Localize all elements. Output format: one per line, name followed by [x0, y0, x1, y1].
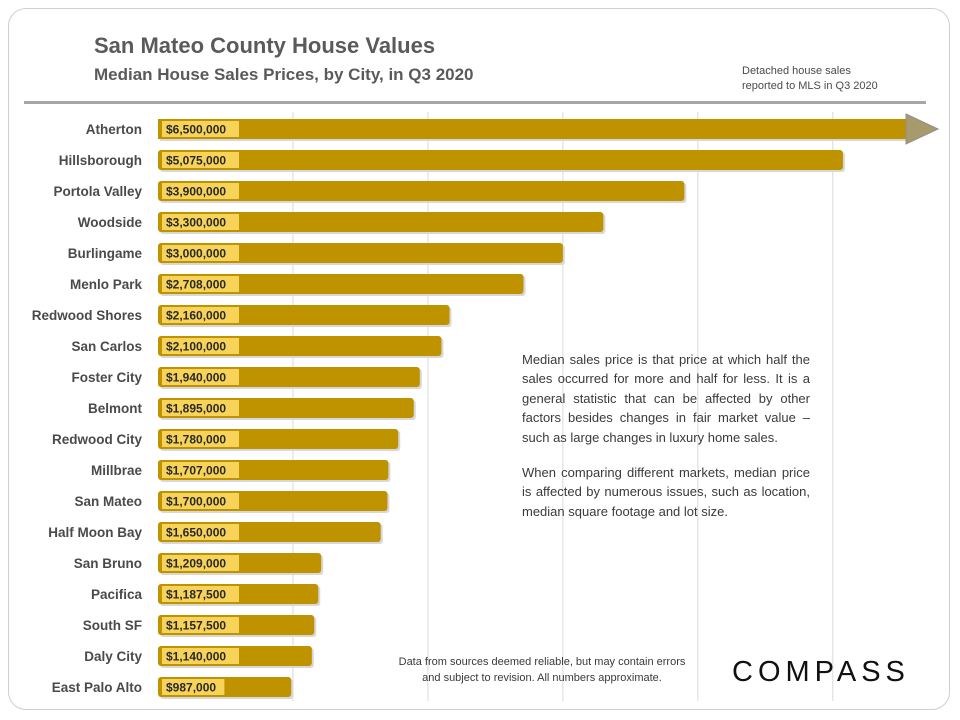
value-label-box — [162, 245, 239, 261]
category-label: Pacifica — [91, 587, 143, 602]
value-label: $2,160,000 — [166, 309, 226, 323]
bar — [158, 274, 524, 294]
disclaimer: Data from sources deemed reliable, but m… — [360, 654, 724, 686]
category-label: Hillsborough — [59, 153, 142, 168]
value-label-box — [162, 152, 239, 168]
category-label: Menlo Park — [70, 277, 143, 292]
annotation-paragraph-2: When comparing different markets, median… — [522, 465, 810, 519]
bar — [158, 212, 604, 232]
source-note-line-2: reported to MLS in Q3 2020 — [742, 80, 878, 92]
value-label-box — [162, 183, 239, 199]
bar — [158, 243, 563, 263]
value-label: $5,075,000 — [166, 154, 226, 168]
value-label: $6,500,000 — [166, 123, 226, 137]
value-label-box — [162, 617, 239, 633]
value-label: $1,707,000 — [166, 464, 226, 478]
value-label: $2,100,000 — [166, 340, 226, 354]
category-label: San Carlos — [71, 339, 142, 354]
source-note: Detached house sales reported to MLS in … — [742, 64, 912, 94]
value-label: $1,895,000 — [166, 402, 226, 416]
disclaimer-line-1: Data from sources deemed reliable, but m… — [398, 656, 686, 668]
category-label: San Mateo — [74, 494, 142, 509]
chart-subtitle: Median House Sales Prices, by City, in Q… — [94, 65, 474, 84]
category-label: Half Moon Bay — [48, 525, 142, 540]
disclaimer-line-2: and subject to revision. All numbers app… — [422, 672, 662, 684]
annotation-box: Median sales price is that price at whic… — [522, 350, 810, 537]
value-label-box — [162, 431, 239, 447]
value-label-box — [162, 214, 239, 230]
value-label-box — [162, 369, 239, 385]
category-label: Burlingame — [68, 246, 143, 261]
value-label: $1,209,000 — [166, 557, 226, 571]
value-label-box — [162, 276, 239, 292]
bar — [158, 181, 685, 201]
value-label-box — [162, 679, 225, 695]
value-label-box — [162, 648, 239, 664]
category-label: Redwood Shores — [32, 308, 142, 323]
value-label-box — [162, 586, 239, 602]
category-label: Atherton — [86, 122, 142, 137]
annotation-paragraph-1: Median sales price is that price at whic… — [522, 352, 810, 445]
value-label-box — [162, 307, 239, 323]
value-label: $1,940,000 — [166, 371, 226, 385]
value-label-box — [162, 524, 239, 540]
category-label: Portola Valley — [53, 184, 142, 199]
value-label-box — [162, 462, 239, 478]
value-label-box — [162, 121, 239, 137]
value-label-box — [162, 493, 239, 509]
value-label-box — [162, 338, 239, 354]
value-label: $1,700,000 — [166, 495, 226, 509]
bar — [158, 150, 843, 170]
value-label: $1,780,000 — [166, 433, 226, 447]
value-label-box — [162, 555, 239, 571]
category-label: Foster City — [71, 370, 142, 385]
category-label: South SF — [83, 618, 142, 633]
source-note-line-1: Detached house sales — [742, 65, 851, 77]
value-label: $3,000,000 — [166, 247, 226, 261]
value-label-box — [162, 400, 239, 416]
value-label: $3,300,000 — [166, 216, 226, 230]
value-label: $2,708,000 — [166, 278, 226, 292]
header-divider — [24, 101, 926, 104]
bar — [158, 119, 906, 139]
category-label: Belmont — [88, 401, 143, 416]
chart-title: San Mateo County House Values — [94, 33, 436, 58]
category-label: San Bruno — [74, 556, 142, 571]
category-label: Daly City — [84, 649, 142, 664]
value-label: $1,157,500 — [166, 619, 226, 633]
value-label: $3,900,000 — [166, 185, 226, 199]
value-label: $1,650,000 — [166, 526, 226, 540]
value-label: $987,000 — [166, 681, 216, 695]
category-label: Millbrae — [91, 463, 143, 478]
category-label: East Palo Alto — [52, 680, 142, 695]
bar-overflow-arrow — [905, 113, 940, 145]
category-label: Redwood City — [52, 432, 142, 447]
category-label: Woodside — [78, 215, 143, 230]
value-label: $1,187,500 — [166, 588, 226, 602]
value-label: $1,140,000 — [166, 650, 226, 664]
compass-logo: COMPASS — [732, 656, 910, 688]
